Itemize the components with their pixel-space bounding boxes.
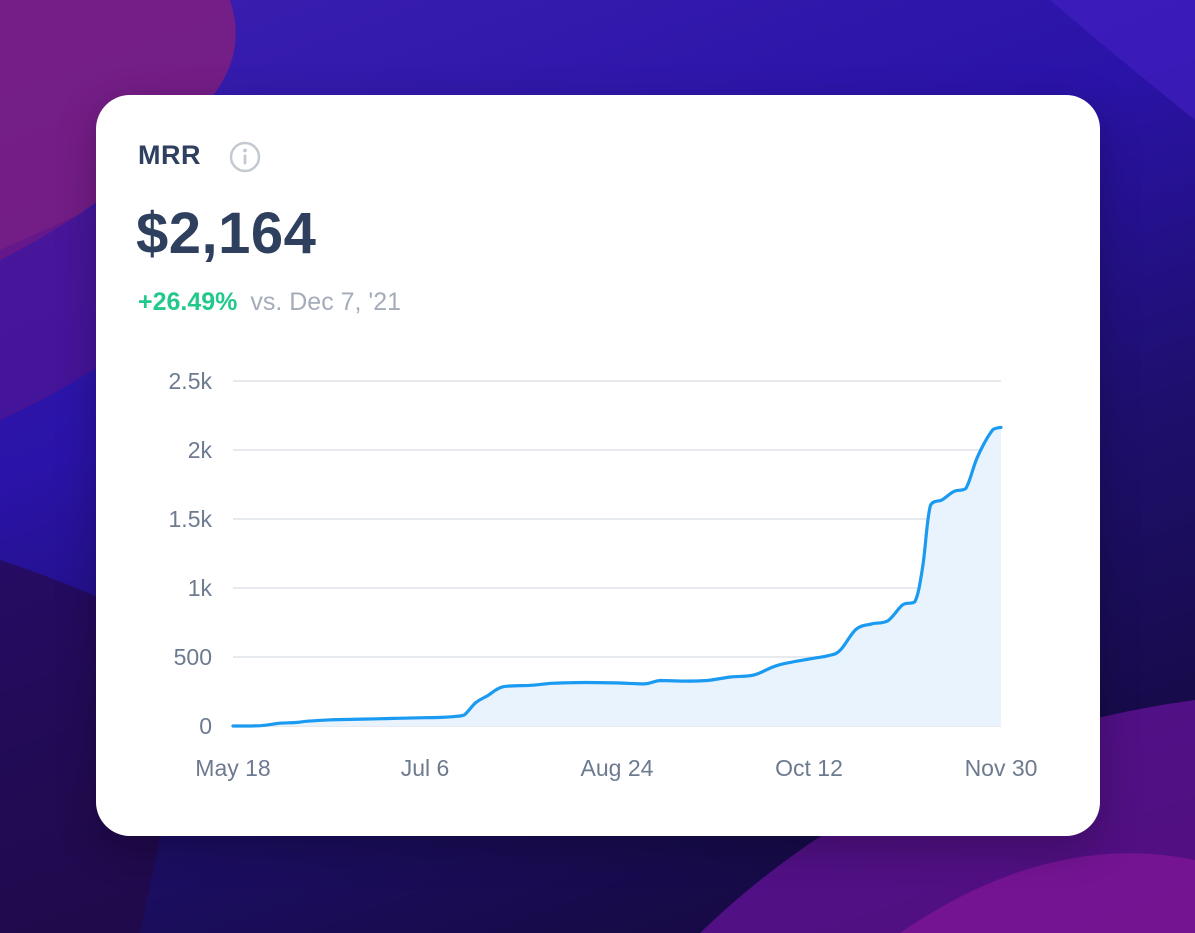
x-tick-label: Jul 6 [401, 755, 450, 781]
area-fill [233, 427, 1001, 726]
info-circle-icon[interactable] [229, 141, 261, 173]
series-line [231, 425, 1003, 728]
y-axis-ticks: 0 500 1k 1.5k 2k 2.5k [169, 368, 213, 739]
y-tick-label: 0 [199, 713, 212, 739]
x-tick-label: Aug 24 [581, 755, 654, 781]
y-tick-label: 2.5k [169, 368, 213, 394]
change-reference: vs. Dec 7, '21 [250, 288, 402, 316]
mrr-card: MRR $2,164 +26.49% vs. Dec 7, '21 0 500 1k… [96, 95, 1100, 836]
x-tick-label: Oct 12 [775, 755, 843, 781]
change-line: +26.49% vs. Dec 7, '21 [138, 288, 401, 317]
x-tick-label: Nov 30 [965, 755, 1038, 781]
x-axis-ticks: May 18 Jul 6 Aug 24 Oct 12 Nov 30 [195, 755, 1037, 781]
change-percentage: +26.49% [138, 288, 238, 316]
y-tick-label: 1k [188, 575, 213, 601]
y-tick-label: 500 [174, 644, 212, 670]
y-tick-label: 1.5k [169, 506, 213, 532]
mrr-area-chart: 0 500 1k 1.5k 2k 2.5k May 18 Jul 6 Aug 24 Oct 12… [169, 368, 1038, 781]
area-fill-group [233, 427, 1001, 726]
x-tick-label: May 18 [195, 755, 270, 781]
metric-value: $2,164 [136, 201, 317, 266]
y-tick-label: 2k [188, 437, 213, 463]
line-group [231, 425, 1003, 728]
metric-title: MRR [138, 140, 201, 170]
